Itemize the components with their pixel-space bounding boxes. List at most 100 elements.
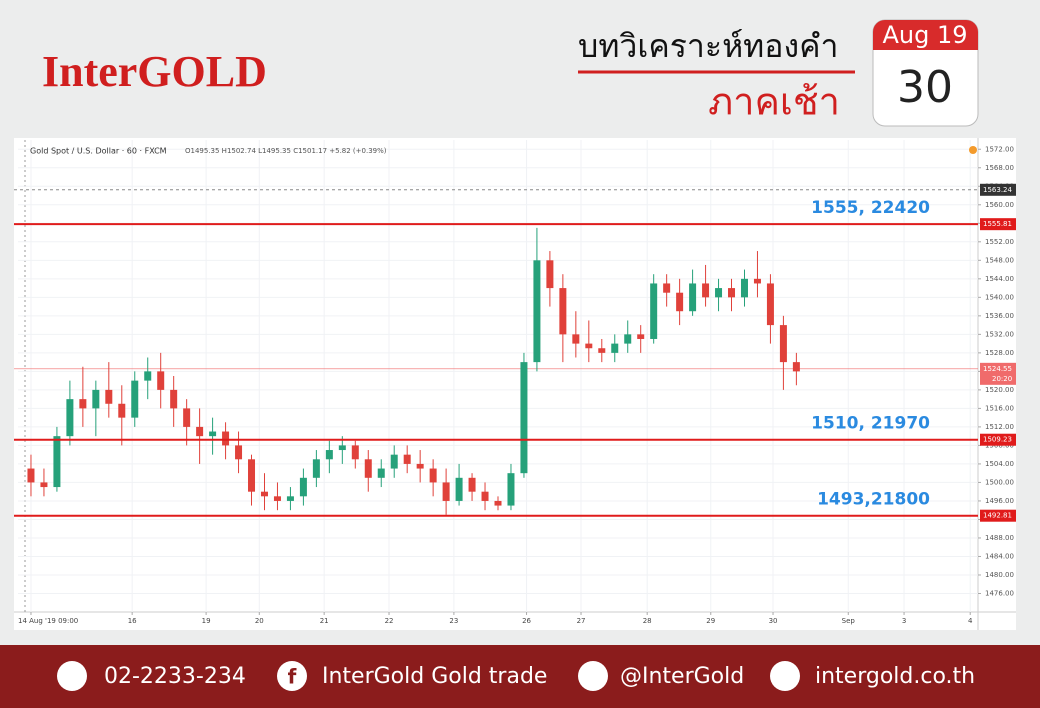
candle-body [222, 431, 230, 446]
candle-body [170, 389, 178, 409]
facebook-icon [277, 661, 307, 691]
candle-body [715, 288, 723, 298]
candle-body [312, 459, 320, 478]
candle-body [40, 482, 48, 488]
y-tick-label: 1568.00 [985, 164, 1014, 172]
candle-body [637, 334, 645, 339]
candle-body [144, 371, 152, 381]
facebook-glyph: f [288, 665, 297, 689]
x-tick-label: 28 [643, 617, 652, 625]
x-tick-label: 21 [320, 617, 329, 625]
candle-body [27, 468, 35, 483]
line-icon [578, 661, 608, 691]
candle-body [92, 389, 100, 409]
candle-body [351, 445, 359, 460]
candle-body [624, 334, 632, 344]
candle-body [235, 445, 243, 460]
line-id: @InterGold [620, 664, 744, 689]
y-tick-label: 1476.00 [985, 589, 1014, 597]
x-tick-label: 29 [706, 617, 715, 625]
candle-body [689, 283, 697, 312]
candle-body [507, 473, 515, 506]
candle-body [390, 454, 398, 469]
y-tick-label: 1496.00 [985, 497, 1014, 505]
candle-body [779, 325, 787, 363]
footer-band [0, 645, 1040, 708]
x-tick-label: 3 [902, 617, 906, 625]
candle-body [676, 292, 684, 312]
y-tick-label: 1512.00 [985, 423, 1014, 431]
price-tag-label: 1555.81 [983, 220, 1012, 228]
candle-body [766, 283, 774, 326]
candle-body [429, 468, 437, 483]
y-tick-label: 1528.00 [985, 349, 1014, 357]
title: บทวิเคราะห์ทองคำ [578, 27, 838, 65]
price-tag [980, 509, 1016, 522]
candle-body [598, 348, 606, 353]
candle-body [416, 463, 424, 469]
level-annotation: 1510, 21970 [811, 414, 930, 434]
candle-body [209, 431, 217, 437]
candle-body [455, 477, 463, 501]
candle-body [105, 389, 113, 404]
candle-body [248, 459, 256, 492]
price-tag-label: 1563.24 [983, 186, 1012, 194]
y-tick-label: 1484.00 [985, 552, 1014, 560]
calendar-top [873, 20, 978, 50]
candle-body [546, 260, 554, 289]
candle-body [403, 454, 411, 464]
chart: 1476.001480.001484.001488.001492.001496.… [14, 140, 1016, 625]
price-tag [980, 183, 1016, 196]
candle-body [663, 283, 671, 293]
x-tick-label: 19 [202, 617, 211, 625]
candle-body [183, 408, 191, 427]
candle-body [792, 362, 800, 372]
symbol-title: Gold Spot / U.S. Dollar · 60 · FXCM [30, 147, 167, 156]
y-tick-label: 1536.00 [985, 312, 1014, 320]
price-tag [980, 433, 1016, 446]
x-tick-label: 27 [577, 617, 586, 625]
candle-body [650, 283, 658, 339]
y-tick-label: 1500.00 [985, 478, 1014, 486]
candle-body [753, 278, 761, 284]
x-tick-label: 30 [769, 617, 778, 625]
y-tick-label: 1552.00 [985, 238, 1014, 246]
y-tick-label: 1532.00 [985, 330, 1014, 338]
y-tick-label: 1516.00 [985, 404, 1014, 412]
calendar-month: Aug 19 [882, 21, 967, 49]
alert-icon [969, 146, 977, 154]
x-tick-label: 26 [522, 617, 531, 625]
candle-body [286, 496, 294, 501]
candle-body [364, 459, 372, 478]
phone: 02-2233-234 [104, 664, 246, 689]
candle-body [79, 399, 87, 409]
candle-body [299, 477, 307, 497]
candle-body [66, 399, 74, 437]
ohlc-info: O1495.35 H1502.74 L1495.35 C1501.17 +5.8… [185, 147, 387, 155]
y-tick-label: 1560.00 [985, 201, 1014, 209]
x-tick-label: 4 [968, 617, 973, 625]
candle-body [338, 445, 346, 451]
candle-body [118, 403, 126, 418]
candle-body [442, 482, 450, 501]
y-tick-label: 1572.00 [985, 145, 1014, 153]
phone-icon [57, 661, 87, 691]
candle-body [611, 343, 619, 353]
candle-body [728, 288, 736, 298]
y-tick-label: 1540.00 [985, 293, 1014, 301]
x-tick-label: 23 [449, 617, 458, 625]
candle-body [273, 496, 281, 501]
y-tick-label: 1504.00 [985, 460, 1014, 468]
candle-body [325, 450, 333, 460]
candle-body [468, 477, 476, 492]
candle-body [196, 426, 204, 437]
candle-body [131, 380, 139, 418]
brand: InterGOLD [42, 47, 267, 96]
candle-body [157, 371, 165, 390]
candle-body [533, 260, 541, 363]
candle-body [585, 343, 593, 349]
price-tag [980, 218, 1016, 231]
level-annotation: 1555, 22420 [811, 198, 930, 218]
chart-panel [14, 138, 1016, 630]
